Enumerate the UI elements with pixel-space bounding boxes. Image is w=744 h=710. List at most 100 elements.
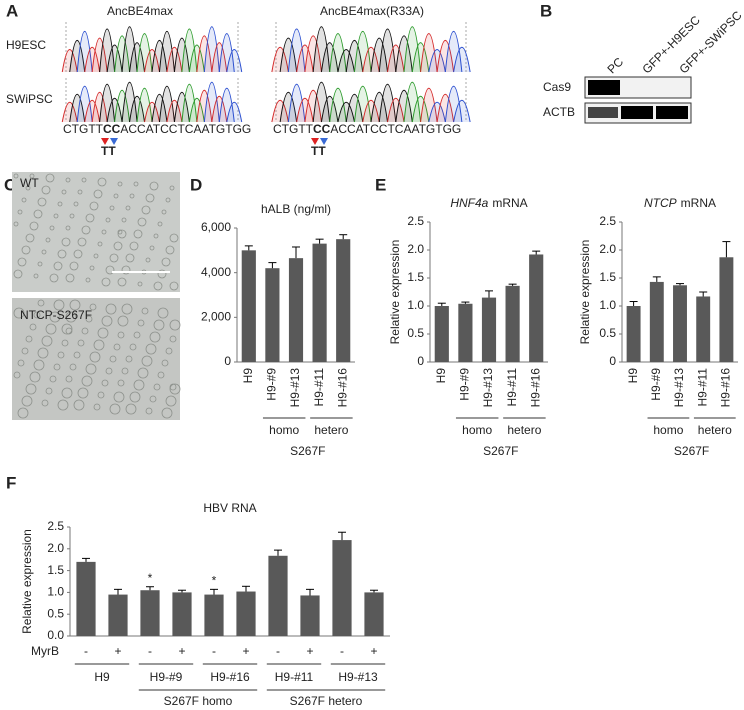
cell	[73, 201, 79, 207]
cell	[85, 213, 95, 223]
chromatogram-peak	[218, 87, 235, 123]
supergroup-label: S267F homo	[164, 694, 233, 708]
cell	[37, 197, 47, 207]
cell	[41, 399, 49, 407]
cell	[93, 339, 105, 351]
cell	[169, 319, 181, 331]
cell	[105, 265, 115, 275]
cell	[133, 331, 141, 339]
y-tick-label: 0.5	[599, 326, 616, 340]
group-label: H9-#13	[338, 670, 378, 684]
y-tick-label: 2.5	[47, 519, 64, 533]
bar	[458, 303, 473, 362]
y-tick-label: 2.0	[47, 541, 64, 555]
group-label: H9	[94, 670, 110, 684]
band	[621, 106, 653, 119]
cell	[41, 249, 47, 255]
chromatogram-peak	[226, 49, 243, 73]
chromatogram-peak	[76, 31, 93, 73]
x-tick-label: H9-#9	[458, 368, 472, 401]
image-label: NTCP-S267F	[20, 308, 92, 322]
cell	[133, 379, 145, 391]
x-tick-label: -	[276, 644, 280, 658]
cell	[133, 181, 139, 187]
chromatogram-peak	[166, 47, 183, 73]
chromatogram-peak	[353, 85, 372, 123]
cell	[49, 273, 59, 283]
row-label: H9ESC	[6, 38, 46, 52]
group-label: hetero	[507, 423, 541, 437]
x-tick-label: H9-#11	[312, 368, 326, 407]
chromatogram-peak	[121, 82, 138, 123]
chromatogram-peak	[211, 42, 228, 73]
x-tick-label: +	[306, 644, 313, 658]
chromatogram-peak	[188, 44, 205, 73]
protein-label: ACTB	[543, 105, 575, 119]
x-tick-label: H9-#11	[505, 368, 519, 407]
cell	[81, 327, 89, 335]
y-tick-label: 1.5	[47, 563, 64, 577]
band	[588, 107, 618, 118]
cell	[81, 177, 87, 183]
chromatogram-peak	[370, 91, 389, 123]
cell	[141, 355, 153, 367]
cell	[13, 307, 25, 319]
x-tick-label: +	[114, 644, 121, 658]
cell	[101, 229, 107, 235]
cell	[77, 387, 89, 399]
cell	[13, 173, 19, 179]
sequence-part: ACCATCCTCAATGTGG	[120, 122, 251, 136]
chromatogram-peak	[395, 35, 413, 73]
bar	[265, 268, 280, 362]
cell	[89, 351, 101, 363]
chromatogram-peak	[304, 35, 322, 73]
bar	[236, 591, 256, 636]
cell	[45, 323, 57, 335]
cell	[37, 299, 45, 307]
chromatogram-peak	[158, 85, 175, 123]
group-caption: S267F	[290, 444, 325, 458]
cell	[65, 375, 73, 383]
cell	[69, 299, 81, 311]
cell	[93, 253, 99, 259]
cell	[41, 185, 51, 195]
cell	[101, 379, 109, 387]
cell	[169, 383, 181, 395]
chromatogram-peak	[403, 82, 422, 123]
title-gene: HNF4a	[450, 196, 488, 210]
y-tick-label: 0	[224, 354, 231, 368]
cell	[125, 403, 137, 415]
cell	[81, 225, 91, 235]
cell	[105, 367, 113, 375]
group-caption: S267F	[674, 444, 709, 458]
bar	[312, 243, 327, 362]
bar	[719, 257, 734, 362]
cell	[97, 177, 107, 187]
y-tick-label: 2.0	[407, 242, 424, 256]
sequence-part: ACCATCCTCAATGTGG	[330, 122, 461, 136]
y-tick-label: 2.5	[407, 214, 424, 228]
column-label: AncBE4max(R33A)	[320, 4, 424, 18]
cell	[117, 331, 125, 339]
cell	[33, 209, 43, 219]
bar	[76, 561, 96, 636]
cell	[53, 363, 61, 371]
bar	[204, 594, 224, 636]
cell	[113, 391, 125, 403]
panel-label: E	[375, 175, 386, 194]
cell	[105, 303, 117, 315]
chromatogram-peak	[362, 47, 380, 73]
cell	[49, 311, 61, 323]
bar	[288, 258, 304, 362]
cell	[129, 193, 135, 199]
chromatogram-peak	[151, 94, 168, 123]
chromatogram-peak	[337, 49, 355, 73]
bar	[172, 592, 192, 636]
x-tick-label: H9-#16	[528, 368, 542, 408]
chromatogram-peak	[99, 28, 116, 73]
arrow	[110, 138, 118, 145]
chromatogram-peak	[436, 94, 455, 123]
cell	[77, 237, 87, 247]
bar	[434, 306, 449, 362]
